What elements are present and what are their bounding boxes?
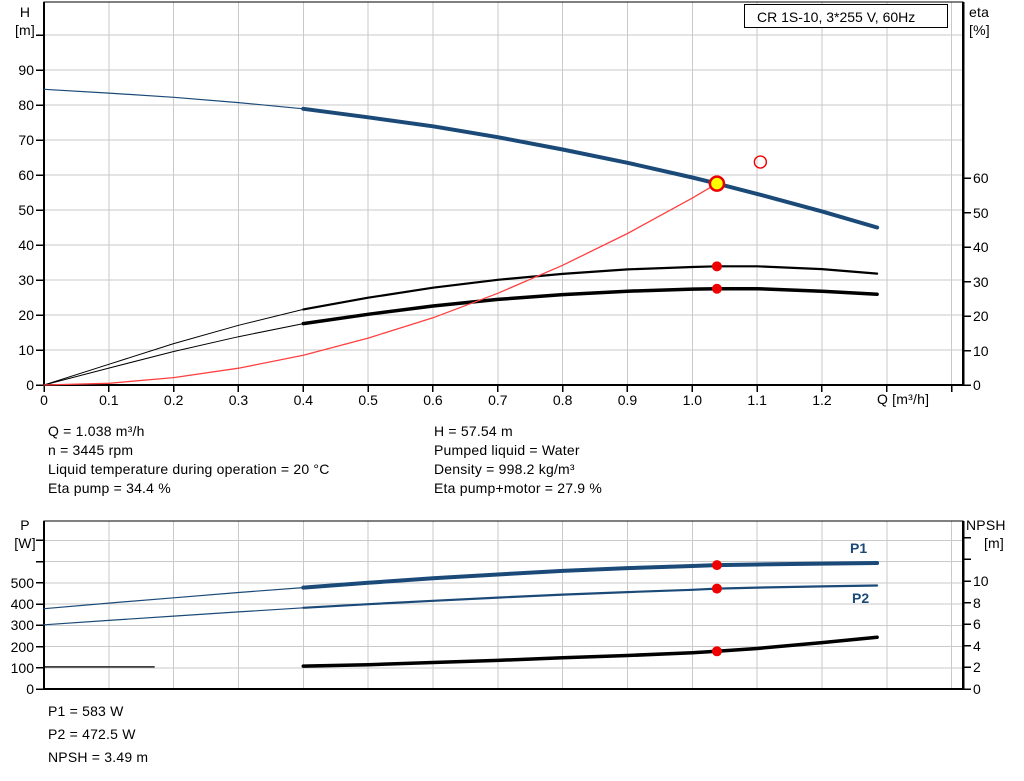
- rated-point-ring: [753, 155, 768, 169]
- npsh-axis-unit: [m]: [983, 535, 1005, 551]
- value-dot: [711, 646, 722, 657]
- p2-value: P2 = 472.5 W: [48, 726, 136, 742]
- p2-curve-extension: [43, 607, 304, 626]
- axis-tick-label: 0: [26, 681, 34, 697]
- axis-tick-label: 0.1: [99, 392, 119, 408]
- axis-tick-label: 0: [40, 392, 48, 408]
- axis-tick-label: 200: [10, 638, 34, 655]
- axis-tick-label: 1.0: [682, 392, 703, 408]
- axis-tick-label: 20: [973, 308, 989, 324]
- head-curve-extension: [43, 88, 304, 110]
- npsh-axis-name: NPSH: [966, 517, 1006, 533]
- head-curve: [301, 106, 880, 230]
- p2-curve: [302, 584, 879, 609]
- axis-tick-label: 10: [973, 573, 989, 589]
- value-dot: [711, 583, 722, 594]
- eta-axis-name: eta: [969, 4, 990, 20]
- axis-tick-label: 30: [18, 272, 34, 288]
- axis-tick-label: 40: [973, 239, 989, 255]
- pump-title-box: CR 1S-10, 3*255 V, 60Hz: [744, 4, 948, 28]
- axis-tick-label: 2: [973, 659, 981, 676]
- p1-curve-label: P1: [850, 540, 868, 556]
- p1-value: P1 = 583 W: [48, 703, 124, 719]
- axis-tick-label: 10: [18, 342, 34, 358]
- axis-tick-label: 300: [10, 617, 34, 634]
- power-npsh-chart: [36, 520, 971, 690]
- info-liquid-temp: Liquid temperature during operation = 20…: [48, 461, 330, 477]
- npsh-value: NPSH = 3.49 m: [48, 749, 149, 765]
- head-efficiency-chart: [36, 1, 971, 392]
- axis-tick-label: 10: [973, 342, 989, 359]
- info-eta-pump: Eta pump = 34.4 %: [48, 480, 171, 496]
- h-axis-name: H: [19, 4, 31, 20]
- info-pumped-liquid: Pumped liquid = Water: [434, 442, 580, 458]
- axis-tick-label: 60: [18, 167, 34, 183]
- axis-tick-label: 50: [18, 202, 34, 218]
- axis-tick-label: 100: [10, 659, 34, 676]
- value-dot: [711, 261, 722, 272]
- p2-curve-label: P2: [852, 590, 870, 606]
- axis-tick-label: 8: [973, 594, 981, 611]
- axis-tick-label: 0.3: [228, 392, 249, 408]
- q-axis-unit: Q [m³/h]: [877, 391, 930, 407]
- eta-axis-unit: [%]: [969, 22, 990, 38]
- duty-point-marker: [708, 175, 726, 192]
- value-dot: [711, 283, 722, 294]
- axis-tick-label: 500: [10, 574, 34, 591]
- axis-tick-label: 0.4: [293, 392, 314, 408]
- axis-tick-label: 0: [973, 377, 981, 393]
- info-n: n = 3445 rpm: [48, 442, 134, 458]
- info-eta-pump-motor: Eta pump+motor = 27.9 %: [434, 480, 603, 496]
- axis-tick-label: 0.6: [423, 392, 443, 408]
- axis-tick-label: 0: [973, 681, 981, 697]
- axis-tick-label: 20: [18, 307, 34, 323]
- eta-pump-motor-curve-extension: [43, 323, 304, 386]
- p1-curve-extension: [43, 586, 304, 610]
- axis-tick-label: 70: [18, 132, 34, 148]
- axis-tick-label: 0.8: [552, 392, 573, 408]
- value-dot: [711, 560, 722, 571]
- system-curve: [43, 182, 718, 386]
- p-axis-name: P: [20, 517, 30, 533]
- axis-tick-label: 0.2: [163, 392, 184, 408]
- axis-tick-label: 30: [973, 273, 989, 290]
- axis-tick-label: 50: [973, 204, 989, 221]
- axis-tick-label: 60: [973, 170, 989, 186]
- axis-tick-label: 1.1: [747, 392, 767, 408]
- eta-pump-motor-curve: [301, 286, 879, 326]
- h-axis-unit: [m]: [14, 22, 36, 38]
- axis-tick-label: 400: [10, 596, 34, 612]
- info-h: H = 57.54 m: [434, 423, 513, 439]
- axis-tick-label: 0: [26, 377, 34, 393]
- axis-tick-label: 6: [973, 616, 981, 633]
- p1-curve: [301, 561, 880, 590]
- axis-tick-label: 80: [18, 97, 34, 113]
- eta-pump-curve: [302, 265, 879, 311]
- info-q: Q = 1.038 m³/h: [48, 423, 145, 439]
- axis-tick-label: 40: [18, 237, 34, 253]
- p-axis-unit: [W]: [14, 535, 36, 551]
- eta-pump-curve-extension: [43, 308, 304, 386]
- axis-tick-label: 90: [18, 62, 34, 78]
- axis-tick-label: 0.9: [617, 392, 638, 408]
- axis-tick-label: 0.7: [488, 392, 508, 408]
- axis-tick-label: 4: [973, 637, 981, 654]
- axis-tick-label: 0.5: [358, 392, 378, 408]
- axis-tick-label: 1.2: [812, 392, 832, 408]
- npsh-curve: [301, 635, 879, 668]
- info-density: Density = 998.2 kg/m³: [434, 461, 575, 477]
